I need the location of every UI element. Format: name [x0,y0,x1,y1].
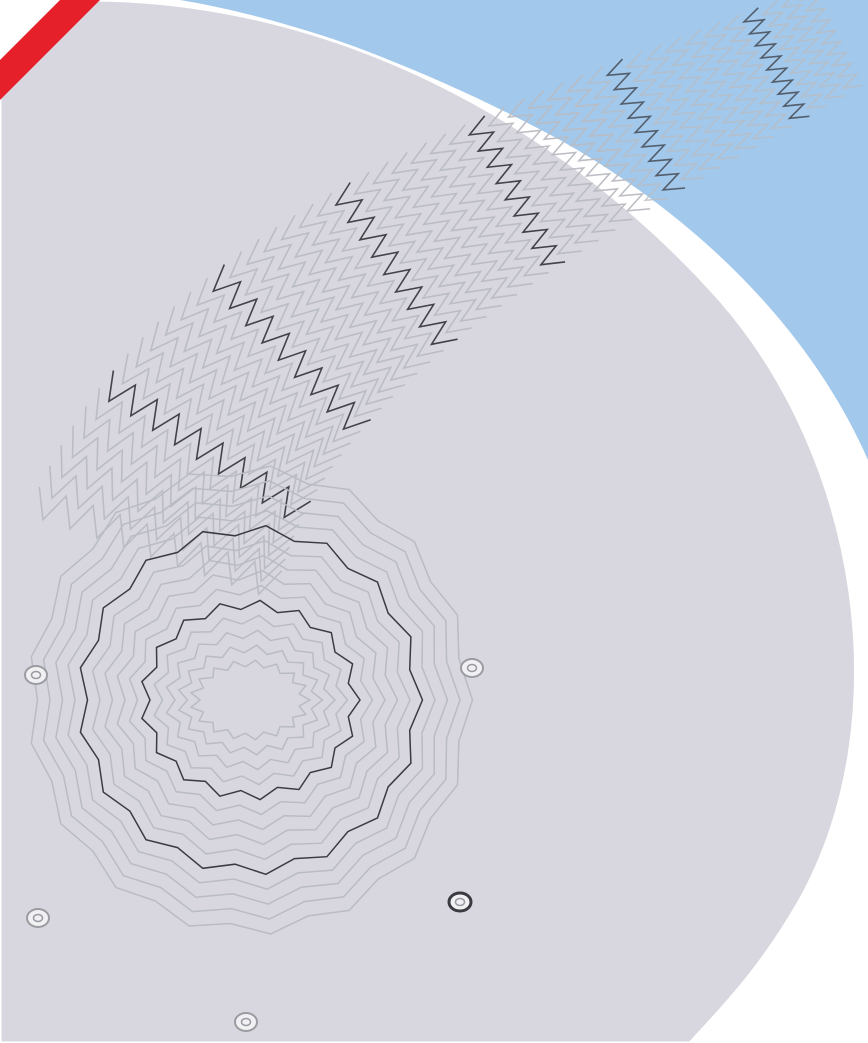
marker-eyelet [24,665,48,685]
stent-ring [722,14,792,130]
flare-ring [42,480,461,920]
stent-ring [195,277,361,443]
stent-ring [334,182,458,346]
stent-ring [316,192,444,358]
stent-ring [164,306,342,469]
flare-ring [128,584,374,816]
stent-flared-end [30,465,474,935]
stent-ring [585,66,668,202]
stent-ring [467,115,566,266]
stent-ring [245,238,394,406]
stent-ring [228,251,382,418]
flare-ring [79,524,424,876]
stent-ring [149,321,334,481]
stent-ring [83,406,300,545]
marker-eyelet [447,891,473,913]
stent-end-markers [24,658,484,1032]
stent-ring [565,74,651,212]
marker-eyelet [460,658,484,678]
stent-ring [487,106,582,255]
flare-ring [104,554,399,846]
stent-ring [409,142,518,300]
flare-ring [165,629,337,771]
stent-ring [428,133,533,288]
stent-ring [60,445,290,571]
stent-ring [605,58,686,191]
stent-ring [526,90,616,234]
stent-ring [179,291,351,456]
stent-ring [211,264,371,431]
flare-ring [141,599,361,801]
blue-panel [180,0,868,460]
stent-ring [664,36,739,160]
stent-ring [760,0,828,110]
stent-ring [38,486,283,596]
stent-ring [390,151,502,311]
flare-ring [30,465,474,935]
stent-ring [546,82,633,223]
stent-ring [262,226,406,394]
stent-ring [448,124,549,277]
flare-ring [177,644,324,756]
stent-ring [352,171,473,334]
stent-ring [625,50,703,181]
stent-ring [644,43,721,171]
flare-ring [67,509,436,891]
stent-ring [798,0,862,90]
stent-ring [298,203,431,370]
stent-ring [506,98,599,244]
stent-ring [371,161,487,323]
stent-ring [741,7,810,120]
stent-ring [49,465,286,584]
marker-eyelet [26,908,50,928]
flare-ring [153,614,349,786]
flare-ring [189,659,312,741]
stent-ring [135,337,326,494]
flare-ring [55,495,449,905]
stent-ring [779,0,845,100]
flare-ring [116,569,386,831]
stent-ring [280,214,418,382]
marker-eyelet [234,1012,258,1032]
stent-body [38,0,862,596]
red-accent-stripe [0,0,100,100]
stent-ring [71,425,295,558]
stent-ring [683,28,757,150]
flare-ring [91,539,411,861]
stent-ring [107,370,312,519]
stent-ring [121,353,318,507]
stent-ring [703,21,774,140]
